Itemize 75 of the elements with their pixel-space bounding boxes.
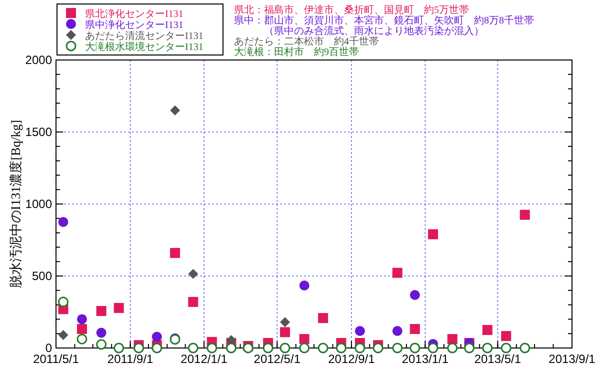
point — [372, 342, 384, 354]
point — [206, 342, 218, 354]
point — [152, 332, 162, 342]
x-tick-label: 2011/9/1 — [107, 352, 154, 366]
point — [134, 342, 144, 354]
point — [464, 342, 475, 354]
point — [58, 296, 68, 308]
point — [226, 342, 236, 354]
point — [299, 280, 310, 291]
point — [96, 306, 106, 316]
point — [354, 342, 366, 354]
point — [501, 331, 512, 342]
point — [392, 268, 402, 278]
point — [170, 105, 180, 116]
x-tick-label: 2012/9/1 — [328, 352, 376, 366]
point — [299, 342, 310, 354]
point — [58, 217, 68, 227]
y-tick-label: 2000 — [25, 53, 52, 67]
point — [280, 317, 290, 328]
point — [428, 342, 438, 354]
point — [96, 339, 107, 350]
point — [392, 326, 402, 336]
point — [114, 302, 124, 313]
point — [188, 268, 198, 279]
y-tick-label: 0 — [45, 341, 52, 355]
point — [318, 313, 328, 324]
text: （県中のみ合流式、雨水により地表汚染が混入） — [234, 25, 484, 37]
point — [482, 342, 493, 354]
text: 県中：郡山市、須賀川市、本宮市、鏡石町、矢吹町 約8万8千世帯 — [234, 14, 534, 26]
point — [188, 296, 198, 307]
point — [410, 342, 420, 354]
point — [170, 248, 180, 258]
point — [354, 326, 365, 336]
x-tick-label: 2011/5/1 — [33, 352, 80, 366]
legend-label: 県中浄化センターI131 — [85, 19, 184, 31]
point — [114, 342, 124, 354]
y-axis-title: 脱水汚泥中のI131濃度[Bq/kg] — [8, 120, 23, 288]
text: あだたら：二本松市 約4千世帯 — [234, 36, 379, 48]
point — [152, 342, 162, 354]
point — [96, 328, 106, 338]
point — [280, 342, 290, 354]
point — [447, 334, 458, 344]
x-tick-label: 2013/9/1 — [548, 352, 596, 366]
point — [318, 342, 328, 354]
point — [447, 342, 458, 354]
point — [242, 342, 254, 354]
point — [76, 314, 87, 324]
x-tick-label: 2012/1/1 — [180, 352, 228, 366]
y-tick-label: 1000 — [25, 197, 52, 211]
legend-label: あだたら清流センターI131 — [85, 30, 204, 42]
point — [336, 342, 346, 354]
point — [392, 342, 403, 354]
text: 大滝根：田村市 約9百世帯 — [234, 46, 359, 58]
point — [188, 342, 198, 354]
point — [58, 330, 68, 340]
point — [76, 324, 87, 334]
point — [410, 324, 420, 334]
point — [482, 325, 492, 335]
point — [280, 327, 290, 338]
point — [262, 342, 274, 354]
point — [500, 342, 512, 354]
point — [76, 334, 88, 344]
point — [520, 210, 530, 220]
point — [520, 342, 530, 354]
y-tick-label: 500 — [32, 269, 52, 283]
legend-label: 大滝根水環境センターI131 — [85, 41, 204, 53]
x-tick-label: 2013/5/1 — [474, 352, 522, 366]
point — [428, 229, 438, 240]
point — [299, 334, 310, 344]
point — [410, 290, 420, 300]
x-tick-label: 2013/1/1 — [402, 352, 449, 366]
text: 県北：福島市、伊達市、桑折町、国見町 約5万世帯 — [234, 4, 469, 16]
legend-label: 県北浄化センターI131 — [85, 8, 184, 20]
x-tick-label: 2012/5/1 — [254, 352, 301, 366]
y-tick-label: 1500 — [25, 125, 52, 139]
